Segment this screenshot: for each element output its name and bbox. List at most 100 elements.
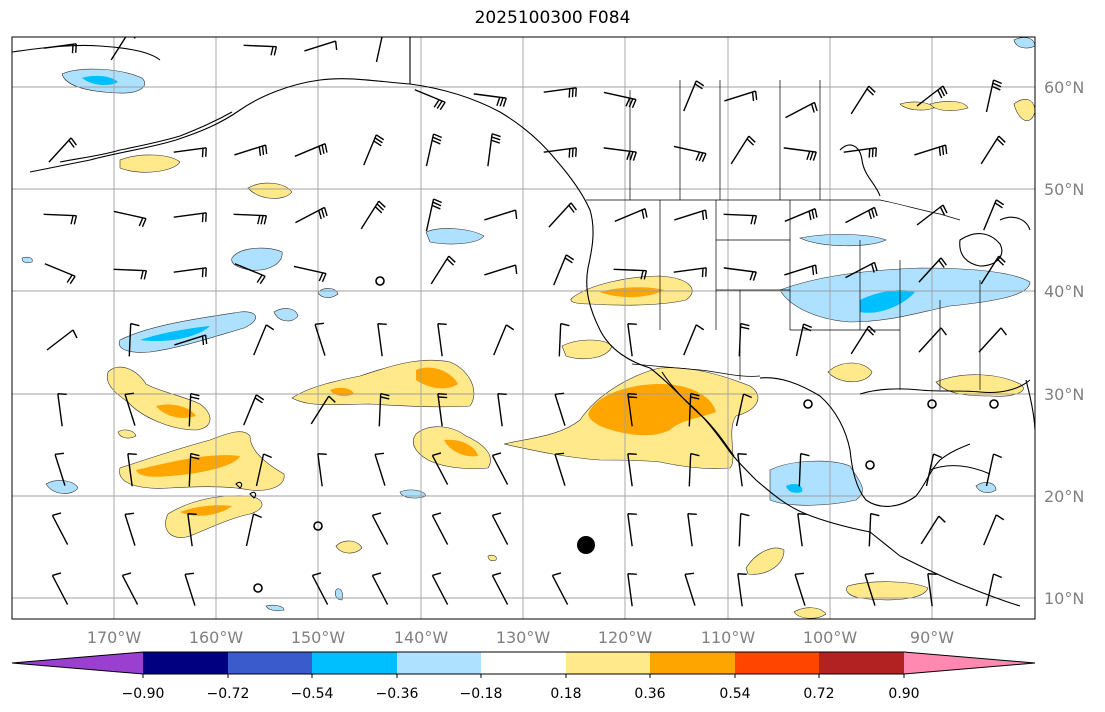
anomaly-neg-gulf-alaska-core xyxy=(82,75,118,86)
wind-barb xyxy=(473,93,507,107)
colorbar-label: 0.54 xyxy=(719,686,750,702)
wind-barb xyxy=(985,573,1003,607)
wind-barb xyxy=(127,453,137,487)
anomaly-pos-california-core xyxy=(600,287,664,298)
wind-barb xyxy=(845,261,878,279)
wind-barb xyxy=(864,572,876,606)
coastline-gulf-coast-us xyxy=(859,379,1031,395)
colorbar-segment xyxy=(228,652,312,674)
anomaly-neg-small-6 xyxy=(21,256,33,264)
anomaly-pos-small-4 xyxy=(745,547,785,575)
wind-barb xyxy=(673,145,707,163)
wind-barb xyxy=(491,452,509,485)
wind-barb xyxy=(371,572,389,605)
colorbar-segment xyxy=(735,652,819,674)
wind-barb xyxy=(784,264,818,276)
wind-barb xyxy=(920,515,946,545)
wind-barb xyxy=(980,255,1006,285)
colorbar-extend-low xyxy=(12,652,143,674)
anomaly-pos-small-9 xyxy=(1013,99,1035,122)
anomaly-pos-subtropical-4-core xyxy=(180,505,232,516)
wind-barb xyxy=(173,267,207,278)
anomaly-pos-subtropical-5-core xyxy=(444,439,478,457)
wind-barb xyxy=(295,206,328,224)
wind-barb xyxy=(360,200,386,230)
wind-barb xyxy=(363,134,385,166)
wind-barb xyxy=(317,453,327,487)
lat-label: 10°N xyxy=(1044,589,1084,608)
anomaly-pos-east-pacific-core xyxy=(588,384,716,436)
wind-barb xyxy=(437,393,448,427)
wind-barb xyxy=(375,37,392,63)
colorbar-label: −0.54 xyxy=(291,686,334,702)
coastline-bc-pacific-nw xyxy=(409,83,651,369)
wind-barb xyxy=(730,135,756,165)
wind-barb xyxy=(980,135,1006,165)
colorbar-label: 0.36 xyxy=(634,686,665,702)
wind-barb xyxy=(795,323,813,357)
anomaly-pos-small-8 xyxy=(929,101,969,111)
calm-circle xyxy=(989,399,999,409)
wind-barb xyxy=(918,327,947,353)
coastline-great-lakes-2 xyxy=(999,216,1031,231)
anomaly-neg-small-5 xyxy=(1013,37,1035,49)
coastline-gulf-of-mexico xyxy=(759,377,971,507)
colorbar-label: −0.90 xyxy=(122,686,165,702)
lon-label: 120°W xyxy=(598,628,653,647)
wind-barb xyxy=(918,257,947,283)
colorbar-segment xyxy=(481,652,566,674)
wind-barb xyxy=(431,512,449,545)
wind-barb xyxy=(627,513,637,547)
wind-barb xyxy=(925,453,943,487)
wind-barb xyxy=(437,323,447,357)
wind-barb xyxy=(184,572,196,606)
wind-barb xyxy=(543,87,577,98)
lat-label: 30°N xyxy=(1044,385,1084,404)
border-canada-us xyxy=(586,199,961,221)
wind-barb xyxy=(798,452,810,487)
anomaly-neg-small-1 xyxy=(273,308,299,322)
anomaly-neg-hawaii xyxy=(45,480,79,494)
wind-barb xyxy=(487,133,501,167)
coastline-gulf-of-california xyxy=(661,371,735,457)
border-us-mexico xyxy=(631,363,761,377)
wind-barb xyxy=(255,453,273,487)
wind-barb xyxy=(558,322,570,357)
wind-barb xyxy=(113,268,148,280)
wind-barb xyxy=(484,264,518,276)
hawaii-island-1 xyxy=(235,481,243,489)
anomaly-neg-small-8 xyxy=(334,588,343,601)
wind-barb xyxy=(783,147,817,161)
colorbar-labels: −0.90 −0.72 −0.54 −0.36 −0.18 0.18 0.36 … xyxy=(122,686,920,702)
wind-barb xyxy=(603,147,637,161)
anomaly-neg-gulf-mexico-core xyxy=(786,484,803,493)
wind-barb xyxy=(57,393,67,427)
wind-barb xyxy=(738,512,750,547)
wind-barb xyxy=(374,452,386,486)
wind-barb xyxy=(738,322,750,357)
longitude-labels: 170°W 160°W 150°W 140°W 130°W 120°W 110°… xyxy=(87,628,954,647)
lat-label: 20°N xyxy=(1044,487,1084,506)
wind-barb xyxy=(113,210,147,228)
anomaly-neg-north-pacific-core xyxy=(140,326,210,342)
wind-barb xyxy=(603,91,637,109)
wind-barb xyxy=(173,147,207,158)
calm-circle xyxy=(927,399,937,409)
calm-circle xyxy=(313,521,323,531)
lon-label: 140°W xyxy=(394,628,449,647)
wind-barb xyxy=(188,452,200,487)
wind-barb xyxy=(48,137,77,163)
wind-barb xyxy=(684,572,696,606)
wind-barb xyxy=(431,572,449,605)
lon-label: 100°W xyxy=(803,628,858,647)
wind-barb xyxy=(173,212,207,223)
wind-barb xyxy=(554,452,566,486)
colorbar-extend-high xyxy=(904,652,1035,674)
wind-barb xyxy=(371,512,389,545)
anomaly-fields xyxy=(21,37,1035,619)
anomaly-pos-small-2 xyxy=(117,429,137,439)
wind-barb xyxy=(121,572,139,605)
wind-barb xyxy=(553,254,575,286)
anomaly-pos-small-6 xyxy=(793,607,827,619)
wind-barb xyxy=(124,512,136,546)
